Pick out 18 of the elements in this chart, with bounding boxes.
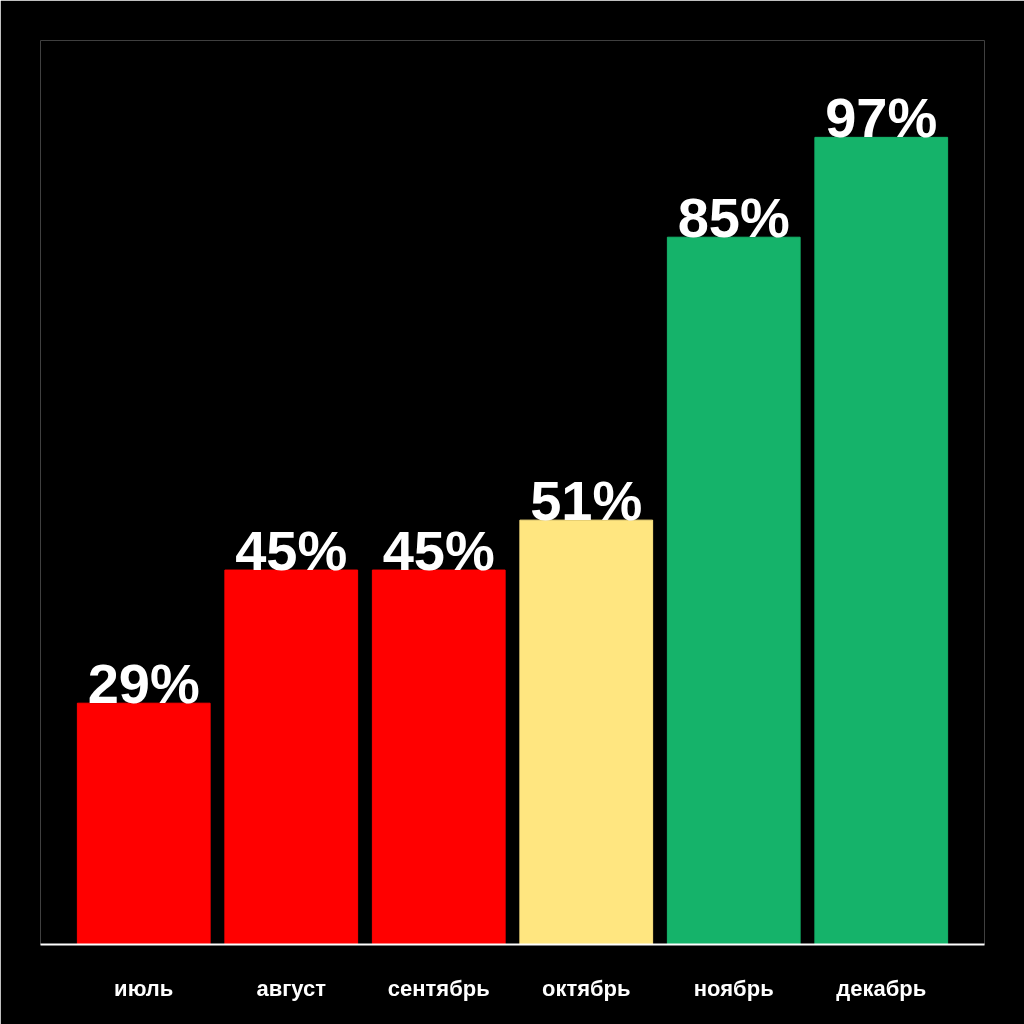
data-label: 97% xyxy=(825,86,938,150)
x-tick-label: декабрь xyxy=(836,975,927,1001)
bar xyxy=(224,569,359,945)
bar xyxy=(371,569,506,945)
x-tick-label: август xyxy=(256,975,327,1001)
data-label: 29% xyxy=(87,652,200,716)
data-label: 85% xyxy=(677,186,790,250)
x-tick-label: ноябрь xyxy=(693,975,774,1001)
data-label: 45% xyxy=(382,519,495,583)
bar xyxy=(76,702,211,945)
bar xyxy=(814,136,949,945)
data-label: 45% xyxy=(235,519,348,583)
x-tick-label: сентябрь xyxy=(387,975,490,1001)
bar xyxy=(666,236,801,945)
x-tick-label: июль xyxy=(114,975,174,1001)
data-label: 51% xyxy=(530,469,643,533)
x-tick-label: октябрь xyxy=(541,975,631,1001)
bar xyxy=(519,519,654,945)
